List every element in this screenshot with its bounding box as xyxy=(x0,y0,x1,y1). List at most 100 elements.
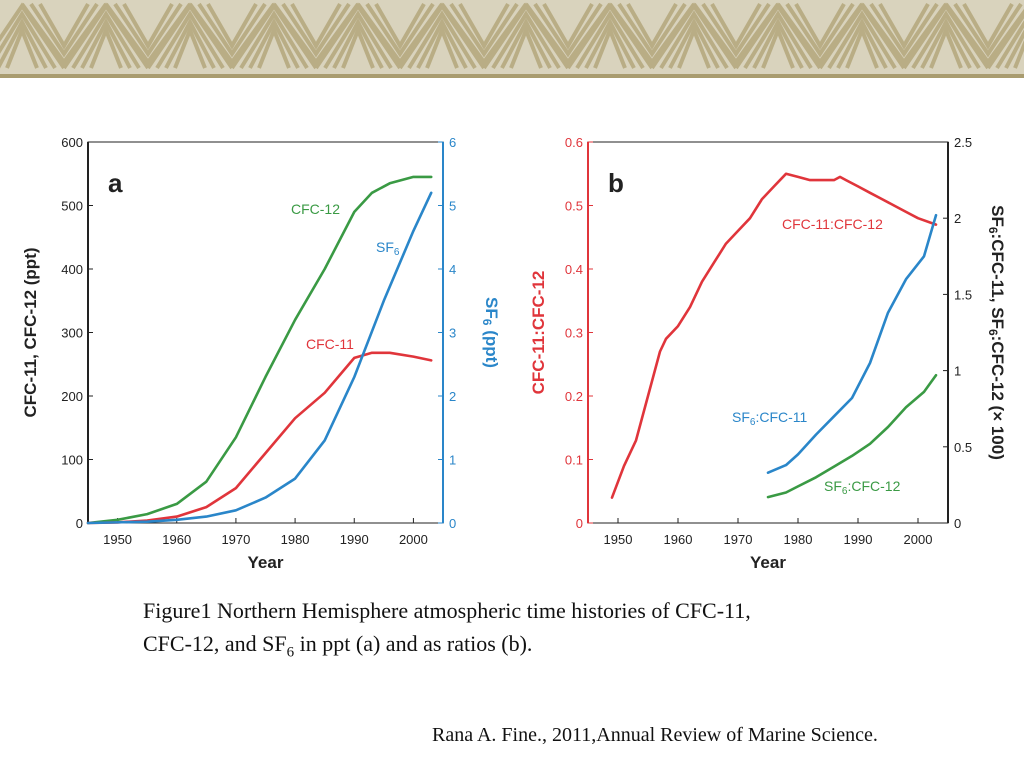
x-axis-label: Year xyxy=(750,553,786,572)
banner-triangle xyxy=(0,10,57,70)
banner-triangle xyxy=(89,24,123,69)
banner-triangle-inverted xyxy=(197,2,267,58)
banner-triangle xyxy=(761,24,795,69)
x-tick-label: 1980 xyxy=(281,532,310,547)
banner-triangle xyxy=(743,10,813,70)
x-tick-label: 2000 xyxy=(399,532,428,547)
banner-triangle-inverted xyxy=(281,2,351,58)
banner-triangle-inverted xyxy=(701,2,771,58)
banner-triangle xyxy=(986,11,1024,70)
banner-triangle xyxy=(239,10,309,70)
banner-triangle-inverted xyxy=(794,3,846,50)
x-tick-label: 1960 xyxy=(664,532,693,547)
plot-frame xyxy=(87,141,444,524)
banner-triangle-inverted xyxy=(113,2,183,58)
panel-label: a xyxy=(108,168,123,198)
y-right-tick-label: 4 xyxy=(449,262,456,277)
banner-triangle xyxy=(257,24,291,69)
y-left-tick-label: 400 xyxy=(61,262,83,277)
banner-triangle-inverted xyxy=(449,2,519,58)
triangle-meander-icon xyxy=(0,0,1024,78)
caption-line-2-end: in ppt (a) and as ratios (b). xyxy=(294,631,533,656)
banner-triangle-inverted xyxy=(869,2,939,58)
banner-triangle xyxy=(827,10,897,70)
decorative-banner xyxy=(0,0,1024,78)
chart-panel-a: 1950 1960 1970 1980 1990 2000 0 100 200 300 400 500… xyxy=(21,135,501,572)
caption-line-2-start: CFC-12, and SF xyxy=(143,631,287,656)
series-line-2 xyxy=(86,191,433,525)
y-right-tick-label: 2.5 xyxy=(954,135,972,150)
banner-triangle xyxy=(173,24,207,69)
banner-triangle xyxy=(659,10,729,70)
banner-triangle-inverted xyxy=(953,2,1023,58)
series-label-1: SF6:CFC-11 xyxy=(732,409,808,428)
series-line-0 xyxy=(610,172,938,499)
y-right-tick-label: 2 xyxy=(449,389,456,404)
banner-triangle xyxy=(71,10,141,70)
y-left-tick-label: 0.5 xyxy=(565,199,583,214)
y-right-tick-label: 1 xyxy=(954,364,961,379)
banner-triangle-inverted xyxy=(29,2,99,58)
x-tick-label: 2000 xyxy=(904,532,933,547)
y-left-tick-label: 0 xyxy=(76,516,83,531)
y-right-tick-label: 1.5 xyxy=(954,287,972,302)
series-line-2 xyxy=(766,373,938,499)
banner-triangle xyxy=(0,17,48,69)
panel-label: b xyxy=(608,168,624,198)
series-label-1: CFC-11 xyxy=(306,336,354,352)
series-label-2: SF6:CFC-12 xyxy=(824,478,901,497)
banner-triangle xyxy=(584,17,636,69)
banner-triangle xyxy=(920,17,972,69)
banner-triangle xyxy=(491,10,561,70)
y-left-tick-label: 0 xyxy=(576,516,583,531)
banner-triangle xyxy=(1013,39,1024,69)
x-tick-label: 1970 xyxy=(221,532,250,547)
series-label-0: CFC-11:CFC-12 xyxy=(782,216,883,232)
banner-triangle xyxy=(911,10,981,70)
banner-triangle xyxy=(332,17,384,69)
banner-triangle xyxy=(575,10,645,70)
citation: Rana A. Fine., 2011,Annual Review of Mar… xyxy=(432,724,878,746)
banner-triangle-inverted xyxy=(38,3,90,50)
banner-triangle-inverted xyxy=(626,3,678,50)
banner-triangle xyxy=(407,10,477,70)
banner-triangle xyxy=(509,24,543,69)
banner-triangle xyxy=(500,17,552,69)
banner-triangle xyxy=(341,24,375,69)
banner-triangle xyxy=(752,17,804,69)
x-axis-label: Year xyxy=(248,553,284,572)
banner-triangle xyxy=(593,24,627,69)
plot-frame xyxy=(587,141,949,524)
banner-triangle xyxy=(425,24,459,69)
y-left-axis-label: CFC-11, CFC-12 (ppt) xyxy=(21,248,40,418)
y-right-tick-label: 3 xyxy=(449,326,456,341)
y-right-axis-label: SF6:CFC-11, SF6:CFC-12 (× 100) xyxy=(986,205,1007,460)
y-left-tick-label: 100 xyxy=(61,453,83,468)
banner-triangle xyxy=(929,24,963,69)
banner-triangle-inverted xyxy=(365,2,435,58)
series-line-0 xyxy=(86,175,433,525)
y-right-axis-label: SF6 (ppt) xyxy=(480,297,501,368)
banner-triangle xyxy=(845,24,879,69)
x-tick-label: 1950 xyxy=(103,532,132,547)
series-line-1 xyxy=(766,213,938,475)
banner-triangle xyxy=(416,17,468,69)
banner-triangle-inverted xyxy=(290,3,342,50)
series-label-0: CFC-12 xyxy=(291,201,340,217)
banner-triangle-inverted xyxy=(458,3,510,50)
banner-triangle-inverted xyxy=(533,2,603,58)
caption-subscript: 6 xyxy=(286,644,295,661)
banner-triangle xyxy=(164,17,216,69)
caption-line-2: CFC-12, and SF6 in ppt (a) and as ratios… xyxy=(143,627,973,669)
y-left-tick-label: 200 xyxy=(61,389,83,404)
banner-triangle-inverted xyxy=(962,3,1014,50)
y-right-tick-label: 6 xyxy=(449,135,456,150)
banner-triangle-inverted xyxy=(878,3,930,50)
y-left-tick-label: 0.4 xyxy=(565,262,583,277)
y-left-tick-label: 300 xyxy=(61,326,83,341)
banner-triangle xyxy=(1004,29,1024,69)
banner-triangle xyxy=(323,10,393,70)
y-right-tick-label: 5 xyxy=(449,199,456,214)
y-right-tick-label: 0 xyxy=(954,516,961,531)
x-tick-label: 1990 xyxy=(844,532,873,547)
